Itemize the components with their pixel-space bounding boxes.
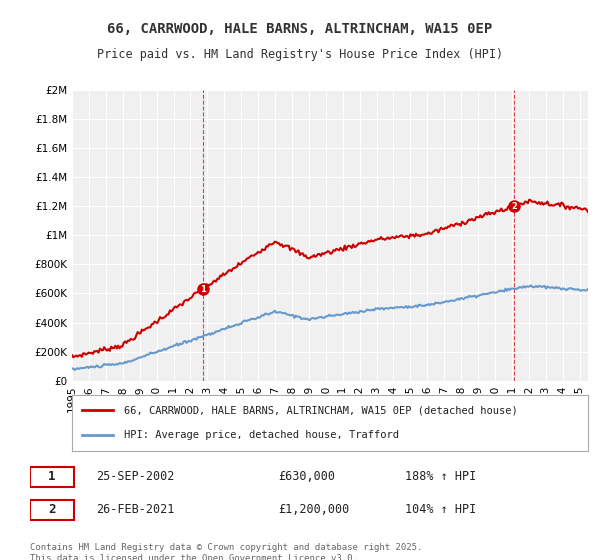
Text: 2: 2 — [511, 202, 517, 211]
Text: £1,200,000: £1,200,000 — [278, 503, 350, 516]
Text: 66, CARRWOOD, HALE BARNS, ALTRINCHAM, WA15 0EP (detached house): 66, CARRWOOD, HALE BARNS, ALTRINCHAM, WA… — [124, 405, 517, 416]
Text: 1: 1 — [49, 469, 56, 483]
Text: 1: 1 — [200, 284, 206, 293]
Text: 66, CARRWOOD, HALE BARNS, ALTRINCHAM, WA15 0EP: 66, CARRWOOD, HALE BARNS, ALTRINCHAM, WA… — [107, 22, 493, 36]
Text: Price paid vs. HM Land Registry's House Price Index (HPI): Price paid vs. HM Land Registry's House … — [97, 48, 503, 60]
Text: 26-FEB-2021: 26-FEB-2021 — [96, 503, 175, 516]
FancyBboxPatch shape — [30, 466, 74, 487]
Text: HPI: Average price, detached house, Trafford: HPI: Average price, detached house, Traf… — [124, 430, 398, 440]
Text: 25-SEP-2002: 25-SEP-2002 — [96, 469, 175, 483]
Text: 2: 2 — [49, 503, 56, 516]
Text: Contains HM Land Registry data © Crown copyright and database right 2025.
This d: Contains HM Land Registry data © Crown c… — [30, 543, 422, 560]
FancyBboxPatch shape — [30, 500, 74, 520]
Text: 104% ↑ HPI: 104% ↑ HPI — [406, 503, 476, 516]
Text: £630,000: £630,000 — [278, 469, 335, 483]
Text: 188% ↑ HPI: 188% ↑ HPI — [406, 469, 476, 483]
